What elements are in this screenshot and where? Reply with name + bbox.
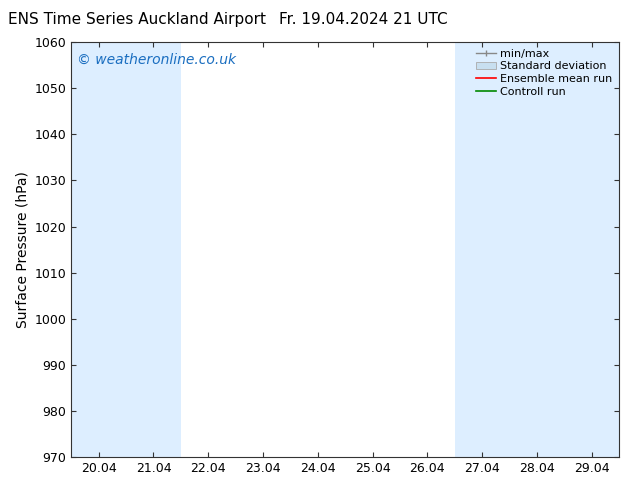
Text: © weatheronline.co.uk: © weatheronline.co.uk (77, 52, 236, 67)
Y-axis label: Surface Pressure (hPa): Surface Pressure (hPa) (15, 171, 29, 328)
Bar (455, 42, 510, 457)
Text: ENS Time Series Auckland Airport: ENS Time Series Auckland Airport (8, 12, 266, 27)
Legend: min/max, Standard deviation, Ensemble mean run, Controll run: min/max, Standard deviation, Ensemble me… (472, 46, 616, 100)
Bar (510, 42, 564, 457)
Bar (564, 42, 619, 457)
Bar (71, 42, 126, 457)
Bar (126, 42, 181, 457)
Text: Fr. 19.04.2024 21 UTC: Fr. 19.04.2024 21 UTC (279, 12, 448, 27)
